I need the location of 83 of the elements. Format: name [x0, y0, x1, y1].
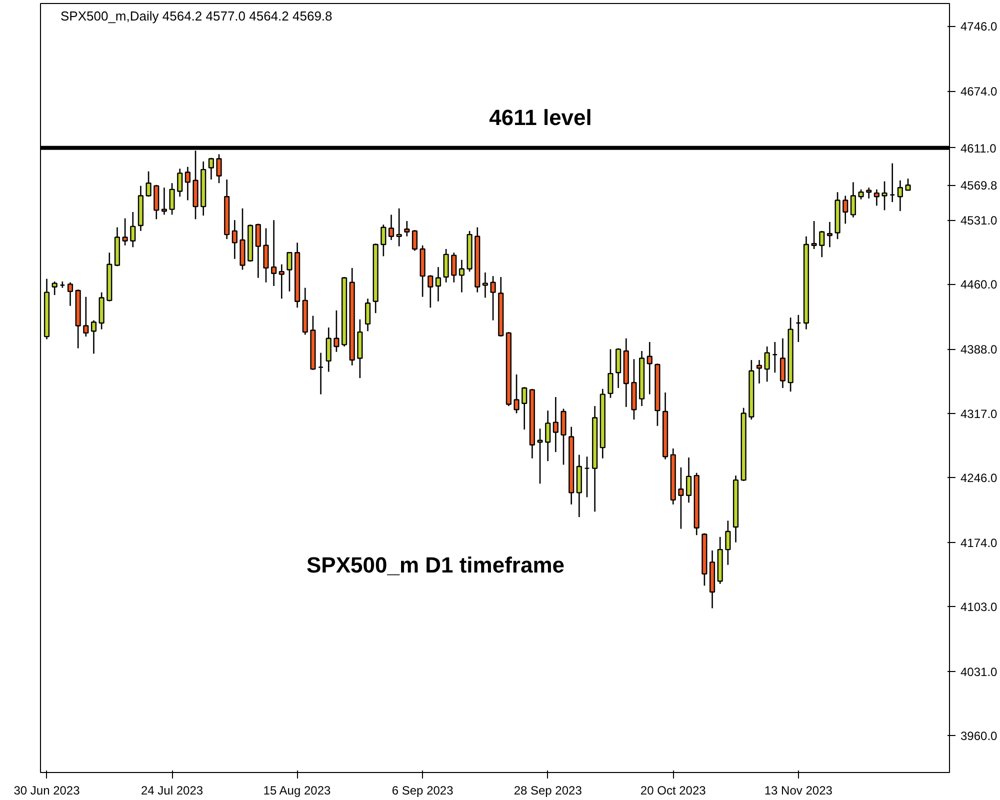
candlestick	[130, 211, 136, 248]
candlestick	[286, 252, 292, 292]
y-tick-label: 4746.0	[960, 20, 998, 34]
candlestick	[850, 182, 856, 218]
x-tick-label: 24 Jul 2023	[141, 784, 204, 798]
candlestick	[842, 195, 848, 224]
candlestick	[522, 386, 528, 430]
candlestick	[897, 180, 903, 212]
candlestick	[184, 166, 190, 201]
candlestick	[263, 228, 269, 284]
candlestick	[146, 170, 152, 198]
x-tick-label: 15 Aug 2023	[263, 784, 331, 798]
candlestick	[725, 520, 731, 566]
candlestick	[756, 359, 762, 384]
candlestick	[216, 154, 222, 184]
candlestick	[326, 326, 332, 372]
candlestick	[811, 220, 817, 250]
y-tick-label: 4531.0	[960, 214, 998, 228]
candlestick	[443, 248, 449, 284]
candlestick	[122, 218, 128, 246]
y-tick-label: 4388.0	[960, 342, 998, 357]
candlestick	[451, 252, 457, 284]
y-tick-label: 3960.0	[960, 728, 998, 743]
candlestick	[83, 296, 89, 338]
candlestick	[67, 282, 74, 307]
y-tick-label: 4569.8	[960, 178, 998, 193]
candlestick	[278, 264, 284, 300]
candlestick	[255, 223, 261, 279]
candlestick	[686, 456, 692, 504]
candlestick	[826, 221, 832, 248]
candlestick	[271, 219, 277, 287]
y-tick-label: 4460.0	[960, 278, 998, 292]
x-tick-label: 28 Sep 2023	[514, 784, 582, 798]
chart-title: SPX500_m,Daily 4564.2 4577.0 4564.2 4569.8	[60, 8, 332, 24]
y-tick-label: 4103.0	[960, 600, 998, 614]
y-tick-label: 4611.0	[960, 141, 997, 156]
candlestick	[819, 230, 825, 258]
candlestick	[396, 208, 402, 247]
annotation: SPX500_m D1 timeframe	[306, 552, 565, 578]
candlestick	[764, 346, 770, 382]
y-tick-label: 4317.0	[960, 406, 998, 421]
candlestick	[858, 188, 864, 200]
x-tick-label: 20 Oct 2023	[640, 784, 706, 798]
candlestick	[678, 466, 684, 530]
x-tick-label: 13 Nov 2023	[764, 784, 833, 798]
candlestick	[388, 214, 394, 241]
candlestick	[616, 348, 622, 389]
candlestick	[412, 229, 418, 252]
candlestick	[560, 408, 566, 466]
ref-line-label: 4611 level	[489, 104, 592, 130]
candlestick	[404, 220, 410, 238]
candlestick	[537, 428, 543, 484]
candlestick	[435, 266, 442, 302]
candlestick	[866, 186, 872, 200]
candlestick	[490, 275, 496, 321]
candlestick	[177, 168, 183, 198]
y-tick-label: 4674.0	[960, 84, 998, 99]
candlestick	[334, 310, 340, 353]
candlestick	[646, 341, 652, 395]
candlestick	[608, 348, 614, 399]
candlestick	[161, 186, 167, 216]
y-tick-label: 4246.0	[960, 470, 998, 485]
candlestick	[169, 182, 175, 216]
candlestick	[552, 396, 558, 453]
candlestick	[458, 259, 465, 293]
candlestick	[52, 280, 58, 296]
candlestick	[874, 188, 880, 206]
candlestick	[208, 157, 214, 180]
candlestick	[364, 298, 371, 332]
candlestick	[428, 274, 434, 308]
candlestick	[882, 180, 888, 211]
candlestick	[514, 374, 520, 414]
candlestick	[780, 338, 786, 389]
candlestick	[232, 219, 238, 260]
candlestick	[482, 272, 488, 298]
candlestick	[545, 410, 551, 462]
y-tick-label: 4174.0	[960, 536, 998, 550]
candlestick	[905, 178, 911, 191]
y-tick-label: 4031.0	[960, 664, 998, 679]
x-tick-label: 6 Sep 2023	[392, 784, 454, 798]
candlestick	[90, 320, 97, 354]
candlestick	[380, 224, 386, 257]
x-tick-label: 30 Jun 2023	[14, 784, 80, 798]
